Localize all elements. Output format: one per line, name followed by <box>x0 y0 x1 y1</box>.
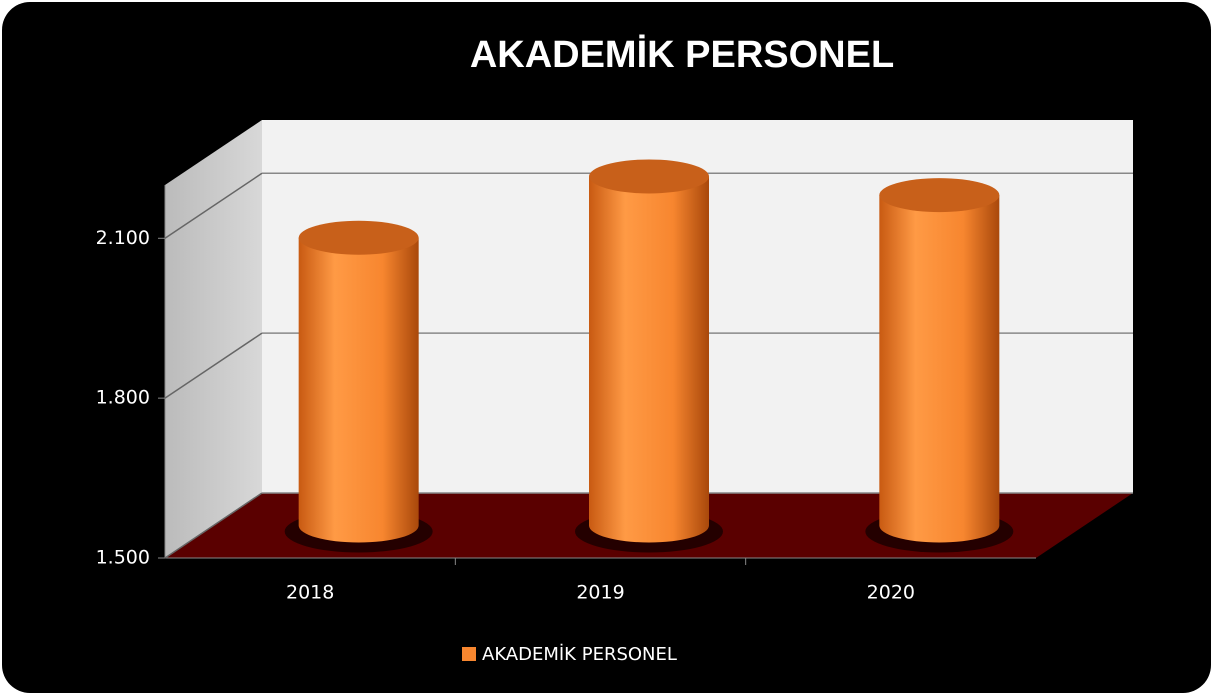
grid-line <box>164 332 263 399</box>
x-tick-label: 2018 <box>286 582 334 604</box>
bar-top <box>589 159 709 194</box>
x-tick-label: 2020 <box>867 582 915 604</box>
y-tick-label: 2.100 <box>96 227 150 249</box>
grid-line <box>164 492 263 559</box>
bar-top <box>879 178 1000 213</box>
y-tick-label: 1.800 <box>96 387 150 409</box>
x-tick-label: 2019 <box>576 582 624 604</box>
chart-title: AKADEMİK PERSONEL <box>470 34 894 76</box>
y-tick-label: 1.500 <box>96 547 150 569</box>
bar <box>298 237 419 543</box>
bar <box>589 176 709 543</box>
side-wall <box>165 120 262 558</box>
grid-line <box>164 172 263 239</box>
marks <box>164 159 1133 559</box>
bar-top <box>298 220 419 255</box>
legend-swatch <box>462 647 476 661</box>
bar <box>879 195 1000 543</box>
legend-label: AKADEMİK PERSONEL <box>482 644 677 665</box>
